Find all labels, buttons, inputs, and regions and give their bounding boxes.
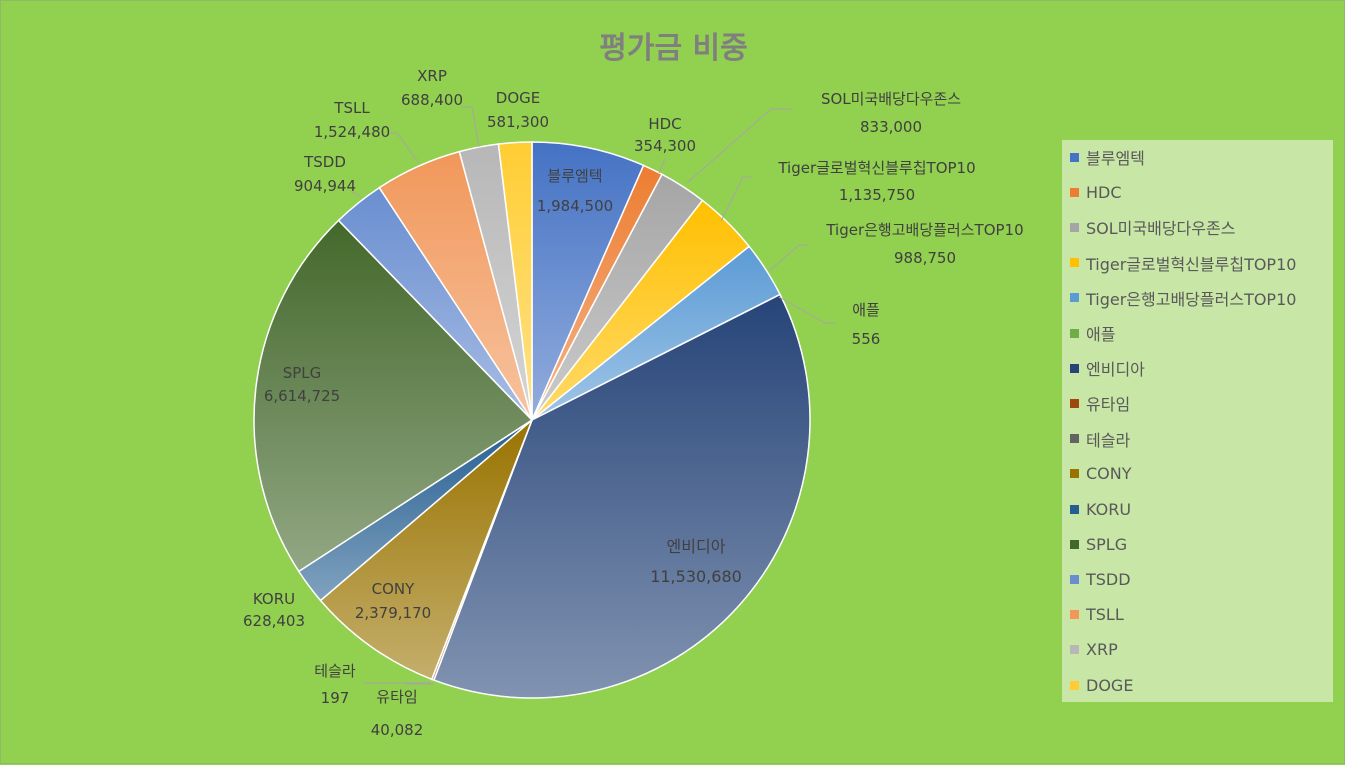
- legend-item: 블루엠텍: [1070, 145, 1145, 169]
- legend-label: TSLL: [1086, 605, 1124, 625]
- legend-swatch: [1070, 645, 1079, 655]
- leader-line-13: [350, 190, 362, 198]
- legend-swatch: [1070, 293, 1079, 303]
- legend-label: 애플: [1086, 325, 1116, 344]
- slice-value-label: 833,000: [860, 118, 922, 136]
- slice-value-label: 556: [852, 330, 881, 348]
- slice-value-label: 197: [321, 689, 350, 707]
- slice-value-label: 40,082: [371, 721, 424, 739]
- slice-name-label: 블루엠텍: [547, 167, 602, 185]
- legend-item: CONY: [1070, 462, 1132, 486]
- slice-value-label: 1,135,750: [839, 186, 915, 204]
- legend-label: CONY: [1086, 464, 1132, 484]
- slice-name-label: 엔비디아: [667, 537, 726, 556]
- legend-swatch: [1070, 328, 1079, 338]
- legend-label: TSDD: [1086, 569, 1131, 589]
- leader-line-5: [768, 244, 807, 272]
- slice-value-label: 354,300: [634, 137, 696, 155]
- legend-item: 엔비디아: [1070, 356, 1145, 380]
- legend-swatch: [1070, 152, 1079, 162]
- pie-slice-16: [497, 141, 533, 421]
- slice-value-label: 988,750: [894, 249, 956, 267]
- legend-item: TSLL: [1070, 603, 1124, 627]
- slice-value-label: 904,944: [294, 177, 356, 195]
- legend-swatch: [1070, 504, 1079, 514]
- leader-line-4: [720, 176, 751, 222]
- legend-item: 애플: [1070, 321, 1115, 345]
- slice-value-label: 11,530,680: [650, 567, 742, 586]
- legend-label: 블루엠텍: [1086, 149, 1145, 168]
- legend-item: SOL미국배당다우존스: [1070, 215, 1235, 239]
- legend-swatch: [1070, 258, 1079, 268]
- legend-swatch: [1070, 539, 1079, 549]
- slice-name-label: KORU: [253, 590, 295, 608]
- slice-value-label: 688,400: [401, 91, 463, 109]
- pie-slice-7: [432, 293, 811, 699]
- legend-label: 유타임: [1086, 395, 1131, 415]
- legend-swatch: [1070, 610, 1079, 620]
- pie-slice-1: [531, 141, 645, 421]
- slice-name-label: XRP: [417, 67, 447, 85]
- slice-name-label: SPLG: [283, 364, 322, 382]
- legend-label: KORU: [1086, 499, 1132, 519]
- legend-item: Tiger글로벌혁신블루칩TOP10: [1070, 251, 1296, 275]
- leader-line-15: [461, 106, 480, 148]
- legend-swatch: [1070, 434, 1079, 444]
- chart-legend: 블루엠텍 HDC SOL미국배당다우존스 Tiger글로벌혁신블루칩TOP10 Tige…: [1062, 140, 1333, 702]
- slice-name-label: 유타임: [376, 688, 417, 706]
- legend-swatch: [1070, 469, 1079, 479]
- chart-title: 평가금 비중: [599, 31, 748, 66]
- slice-name-label: TSDD: [303, 153, 346, 171]
- leader-line-3: [686, 108, 791, 184]
- pie-slice-12: [253, 219, 534, 573]
- legend-item: 유타임: [1070, 391, 1130, 415]
- legend-item: XRP: [1070, 638, 1118, 662]
- legend-swatch: [1070, 680, 1079, 690]
- legend-item: TSDD: [1070, 567, 1131, 591]
- slice-name-label: HDC: [648, 115, 681, 133]
- legend-swatch: [1070, 398, 1079, 408]
- legend-swatch: [1070, 574, 1079, 584]
- legend-label: SPLG: [1086, 534, 1128, 554]
- slice-name-label: 애플: [852, 301, 880, 319]
- legend-label: HDC: [1086, 182, 1122, 202]
- slice-value-label: 2,379,170: [355, 604, 431, 622]
- legend-item: 테슬라: [1070, 427, 1130, 451]
- slice-name-label: TSLL: [333, 99, 370, 117]
- legend-item: SPLG: [1070, 532, 1127, 556]
- slice-value-label: 6,614,725: [264, 387, 340, 405]
- legend-item: Tiger은행고배당플러스TOP10: [1070, 286, 1296, 310]
- leader-line-6: [778, 296, 835, 324]
- slice-name-label: Tiger글로벌혁신블루칩TOP10: [777, 159, 975, 177]
- slice-value-label: 581,300: [487, 113, 549, 131]
- leader-line-14: [389, 132, 420, 164]
- legend-swatch: [1070, 187, 1079, 197]
- legend-label: SOL미국배당다우존스: [1086, 219, 1236, 239]
- legend-item: DOGE: [1070, 673, 1133, 697]
- leader-line-2: [658, 158, 666, 174]
- pie-slice-10: [319, 419, 533, 681]
- slice-value-label: 1,984,500: [537, 197, 613, 215]
- slice-name-label: DOGE: [496, 89, 540, 107]
- slice-name-label: Tiger은행고배당플러스TOP10: [825, 221, 1023, 239]
- slice-name-label: SOL미국배당다우존스: [821, 90, 961, 108]
- slice-name-label: CONY: [372, 580, 416, 598]
- legend-label: DOGE: [1086, 675, 1134, 695]
- slice-name-label: 테슬라: [314, 662, 356, 680]
- slice-value-label: 1,524,480: [314, 123, 390, 141]
- legend-label: 엔비디아: [1086, 360, 1145, 380]
- slice-value-label: 628,403: [243, 612, 305, 630]
- legend-item: KORU: [1070, 497, 1131, 521]
- legend-label: Tiger글로벌혁신블루칩TOP10: [1086, 254, 1297, 274]
- legend-label: 테슬라: [1086, 430, 1131, 450]
- legend-label: Tiger은행고배당플러스TOP10: [1086, 289, 1297, 309]
- legend-swatch: [1070, 222, 1079, 232]
- legend-item: HDC: [1070, 180, 1122, 204]
- legend-label: XRP: [1086, 640, 1118, 660]
- legend-swatch: [1070, 363, 1079, 373]
